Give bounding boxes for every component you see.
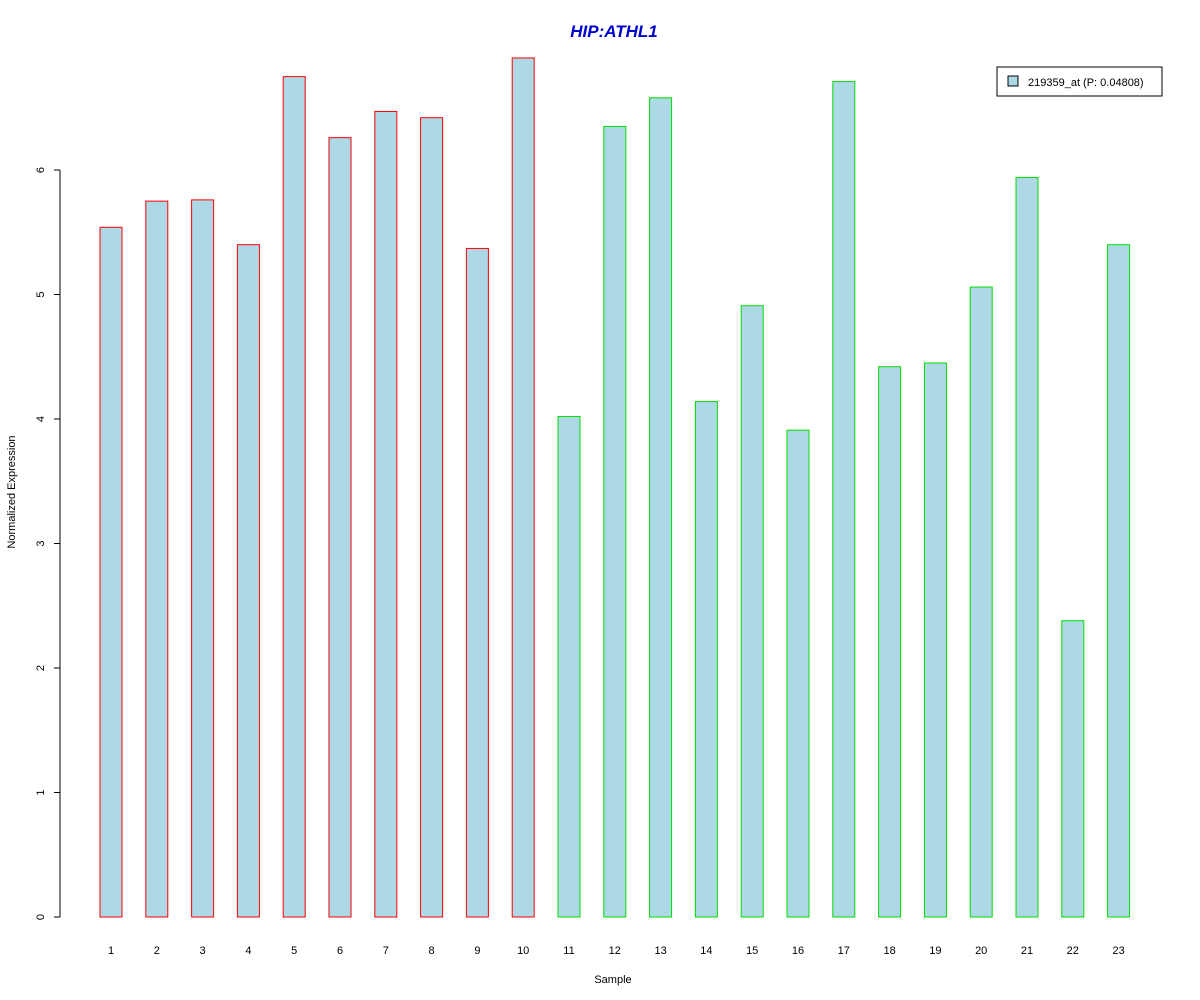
bar-sample-17: [832, 81, 856, 918]
y-tick-label: 2: [35, 665, 47, 671]
x-tick-label: 21: [1021, 945, 1033, 957]
bar-sample-16: [786, 429, 810, 918]
x-tick-label: 2: [154, 945, 160, 957]
x-tick-label: 10: [517, 945, 529, 957]
x-tick-label: 16: [792, 945, 804, 957]
bar-sample-13: [649, 97, 673, 918]
bar-sample-23: [1107, 244, 1131, 918]
bar-sample-1: [99, 226, 123, 918]
x-axis-tick-labels: 1 2 3 4 5 6 7 8 9 10 11 12 13 14 15 16 17 18 19 20 21 22 23: [108, 945, 1125, 957]
x-tick-label: 8: [429, 945, 435, 957]
y-tick-label: 0: [35, 914, 47, 920]
x-tick-label: 3: [200, 945, 206, 957]
bars: [99, 57, 1131, 918]
y-axis: 0 1 2 3 4 5 6: [35, 167, 61, 920]
x-tick-label: 20: [975, 945, 987, 957]
x-tick-label: 13: [654, 945, 666, 957]
x-tick-label: 14: [700, 945, 712, 957]
x-tick-label: 15: [746, 945, 758, 957]
bar-sample-7: [374, 110, 398, 918]
bar-sample-11: [557, 416, 581, 918]
legend-swatch: [1007, 75, 1019, 87]
x-tick-label: 11: [563, 945, 574, 957]
x-tick-label: 22: [1067, 945, 1079, 957]
bar-sample-8: [420, 117, 444, 918]
x-tick-label: 19: [929, 945, 941, 957]
bar-sample-18: [878, 366, 902, 918]
x-tick-label: 18: [883, 945, 895, 957]
y-tick-label: 5: [35, 291, 47, 297]
legend: 219359_at (P: 0.04808): [996, 66, 1163, 97]
chart-title: HIP:ATHL1: [570, 22, 658, 41]
bar-sample-14: [694, 401, 718, 918]
x-tick-label: 7: [383, 945, 389, 957]
x-tick-label: 5: [291, 945, 297, 957]
x-tick-label: 1: [108, 945, 114, 957]
y-tick-label: 4: [35, 416, 47, 422]
bar-sample-2: [145, 200, 169, 918]
x-tick-label: 17: [838, 945, 850, 957]
y-tick-label: 6: [35, 167, 47, 173]
bar-sample-20: [969, 286, 993, 918]
y-tick-label: 1: [35, 789, 47, 795]
bar-sample-22: [1061, 620, 1085, 918]
bar-sample-10: [511, 57, 535, 918]
x-tick-label: 23: [1112, 945, 1124, 957]
bar-sample-9: [465, 247, 489, 918]
x-tick-label: 12: [609, 945, 621, 957]
bar-sample-3: [191, 199, 215, 918]
y-axis-label: Normalized Expression: [6, 435, 18, 548]
x-tick-label: 6: [337, 945, 343, 957]
bar-sample-6: [328, 137, 352, 918]
bar-sample-21: [1015, 176, 1039, 918]
y-tick-label: 3: [35, 540, 47, 546]
bar-sample-15: [740, 305, 764, 918]
legend-label: 219359_at (P: 0.04808): [1028, 77, 1144, 89]
x-tick-label: 4: [245, 945, 251, 957]
legend-box: [996, 66, 1163, 97]
bar-sample-12: [603, 125, 627, 918]
bar-sample-4: [236, 244, 260, 918]
bar-sample-19: [923, 362, 947, 918]
x-tick-label: 9: [474, 945, 480, 957]
x-axis-label: Sample: [594, 974, 631, 986]
bar-sample-5: [282, 76, 306, 918]
